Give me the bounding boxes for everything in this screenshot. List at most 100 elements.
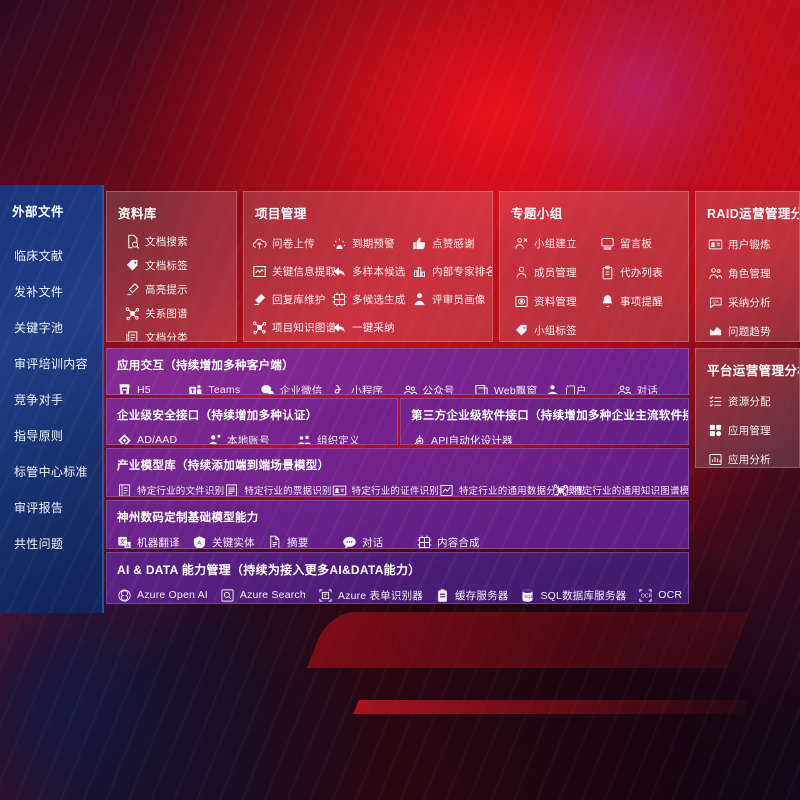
item-label: 文档分类 — [145, 331, 188, 342]
item-due-warning[interactable]: 到期预警 — [332, 229, 412, 257]
sidebar-item-guidelines[interactable]: 指导原则 — [14, 429, 64, 443]
item-app-manage[interactable]: 应用管理 — [708, 416, 799, 445]
item-highlight-hint[interactable]: 高亮提示 — [125, 277, 236, 301]
teams-icon — [188, 383, 203, 394]
item-local-account[interactable]: 本地账号 — [207, 429, 297, 445]
html5-icon — [117, 383, 132, 394]
item-group-tag[interactable]: 小组标签 — [514, 316, 600, 341]
item-dialog[interactable]: 对话 — [617, 379, 688, 394]
item-label: 摘要 — [287, 536, 309, 549]
item-azure-openai[interactable]: Azure Open AI — [117, 584, 208, 603]
content-synth-icon — [417, 535, 432, 548]
item-reviewer-portrait[interactable]: 评审员画像 — [412, 285, 492, 313]
item-receipt-recognition[interactable]: 特定行业的票据识别 — [224, 479, 331, 496]
item-resource-allocation[interactable]: 资源分配 — [708, 387, 799, 416]
row-industry-items: 特定行业的文件识别 特定行业的票据识别 特定行业的证件识别 特定行业的通用数据分… — [107, 473, 688, 497]
item-message-board[interactable]: 留言板 — [600, 229, 686, 258]
document-search-icon — [125, 234, 140, 249]
message-board-icon — [600, 236, 615, 251]
item-official-account[interactable]: 公众号 — [403, 379, 474, 395]
item-label: 评审员画像 — [432, 293, 486, 306]
sidebar-item-supplement-docs[interactable]: 发补文件 — [14, 285, 64, 299]
item-miniprogram[interactable]: 小程序 — [331, 379, 402, 394]
item-ad-aad[interactable]: AD/AAD — [117, 429, 207, 445]
item-ocr[interactable]: OCR OCR — [638, 584, 682, 603]
item-label: 企业微信 — [279, 384, 323, 395]
item-one-click-adopt[interactable]: 一键采纳 — [332, 313, 412, 341]
item-like-thanks[interactable]: 点赞感谢 — [412, 229, 492, 257]
item-todo-list[interactable]: 代办列表 — [600, 258, 686, 287]
panel-topic-group: 专题小组 小组建立 留言板 成员管理 — [499, 191, 689, 342]
sidebar-item-review-report[interactable]: 审评报告 — [14, 501, 64, 515]
panel-library: 资料库 文档搜索 文档标签 高亮提示 — [106, 191, 237, 342]
item-group-create[interactable]: 小组建立 — [514, 229, 600, 258]
sidebar-item-common-issues[interactable]: 共性问题 — [14, 537, 64, 551]
item-summary[interactable]: 摘要 — [267, 531, 342, 549]
web-window-icon — [474, 383, 489, 394]
item-teams[interactable]: Teams — [188, 379, 259, 394]
item-key-entity[interactable]: A 关键实体 — [192, 531, 267, 548]
apps-grid-icon — [708, 423, 723, 438]
item-reply-library-maintain[interactable]: 回复库维护 — [252, 285, 332, 313]
item-knowledge-graph-model[interactable]: 特定行业的通用知识图谱模型 — [553, 479, 688, 496]
item-project-knowledge-graph[interactable]: 项目知识图谱 — [252, 313, 336, 341]
item-label: 公众号 — [422, 384, 455, 395]
item-event-reminder[interactable]: 事项提醒 — [600, 287, 686, 316]
item-label: 本地账号 — [227, 434, 270, 445]
background-shape-lower — [353, 700, 749, 714]
item-questionnaire-upload[interactable]: 问卷上传 — [252, 229, 332, 257]
person-portrait-icon — [412, 292, 427, 307]
item-relation-graph[interactable]: 关系图谱 — [125, 301, 236, 325]
item-h5[interactable]: H5 — [117, 379, 188, 394]
item-multi-candidate-generate[interactable]: 多候选生成 — [332, 285, 412, 313]
item-adoption-analysis[interactable]: QA 采纳分析 — [708, 288, 799, 317]
item-cache-server[interactable]: 缓存服务器 — [435, 584, 509, 603]
sidebar-item-competitors[interactable]: 竞争对手 — [14, 393, 64, 407]
item-multi-sample-candidate[interactable]: 多样本候选 — [332, 257, 412, 285]
item-sql-database-server[interactable]: SQL SQL数据库服务器 — [520, 584, 626, 603]
sidebar-item-keyword-pool[interactable]: 关键字池 — [14, 321, 64, 335]
chat-bubble-icon — [342, 535, 357, 548]
qa-chat-icon: QA — [708, 295, 723, 310]
item-material-manage[interactable]: 资料管理 — [514, 287, 600, 316]
sidebar-item-standards-center[interactable]: 标管中心标准 — [14, 465, 88, 479]
item-web-window[interactable]: Web飘窗 — [474, 379, 545, 394]
item-azure-search[interactable]: Azure Search — [220, 584, 306, 603]
item-chat[interactable]: 对话 — [342, 531, 417, 549]
item-member-manage[interactable]: 成员管理 — [514, 258, 600, 287]
item-form-recognizer[interactable]: Azure 表单识别器 — [318, 584, 423, 603]
item-label: 一键采纳 — [352, 321, 395, 334]
item-api-designer[interactable]: API自动化设计器 — [411, 429, 513, 445]
sidebar-item-clinical-literature[interactable]: 临床文献 — [14, 249, 64, 263]
item-label: 特定行业的证件识别 — [351, 486, 439, 497]
item-label: 项目知识图谱 — [272, 321, 337, 334]
item-portal[interactable]: 门户 — [545, 379, 616, 394]
item-id-card-recognition[interactable]: 特定行业的证件识别 — [332, 479, 439, 497]
item-label: 文档搜索 — [145, 235, 188, 248]
item-label: 应用分析 — [728, 454, 771, 466]
panel-platform-analytics: 平台运营管理分析 资源分配 应用管理 应用分析 — [695, 348, 800, 468]
item-data-analysis-model[interactable]: 特定行业的通用数据分析模型 — [439, 479, 585, 496]
item-label: API自动化设计器 — [431, 434, 513, 445]
item-issue-trend[interactable]: 问题趋势 — [708, 317, 799, 341]
item-user-training[interactable]: 用户锻炼 — [708, 230, 799, 259]
item-wecom[interactable]: 企业微信 — [260, 379, 331, 395]
panel-project-title: 项目管理 — [255, 207, 307, 221]
file-recognize-icon — [117, 483, 132, 496]
panel-platform-title: 平台运营管理分析 — [707, 364, 800, 378]
item-app-analysis[interactable]: 应用分析 — [708, 445, 799, 467]
item-content-synthesis[interactable]: 内容合成 — [417, 531, 492, 548]
svg-text:SQL: SQL — [525, 594, 535, 599]
sidebar-item-review-training[interactable]: 审评培训内容 — [14, 357, 88, 371]
item-file-recognition[interactable]: 特定行业的文件识别 — [117, 479, 224, 496]
item-document-search[interactable]: 文档搜索 — [125, 229, 236, 253]
item-role-manage[interactable]: 角色管理 — [708, 259, 799, 288]
item-label: 对话 — [362, 536, 384, 549]
item-expert-ranking[interactable]: 内部专家排名 — [412, 257, 492, 285]
item-org-define[interactable]: 组织定义 — [297, 429, 387, 444]
item-document-category[interactable]: 文档分类 — [125, 325, 236, 342]
item-key-info-extract[interactable]: 关键信息提取 — [252, 257, 336, 285]
item-label: AD/AAD — [137, 434, 178, 445]
item-document-tag[interactable]: 文档标签 — [125, 253, 236, 277]
